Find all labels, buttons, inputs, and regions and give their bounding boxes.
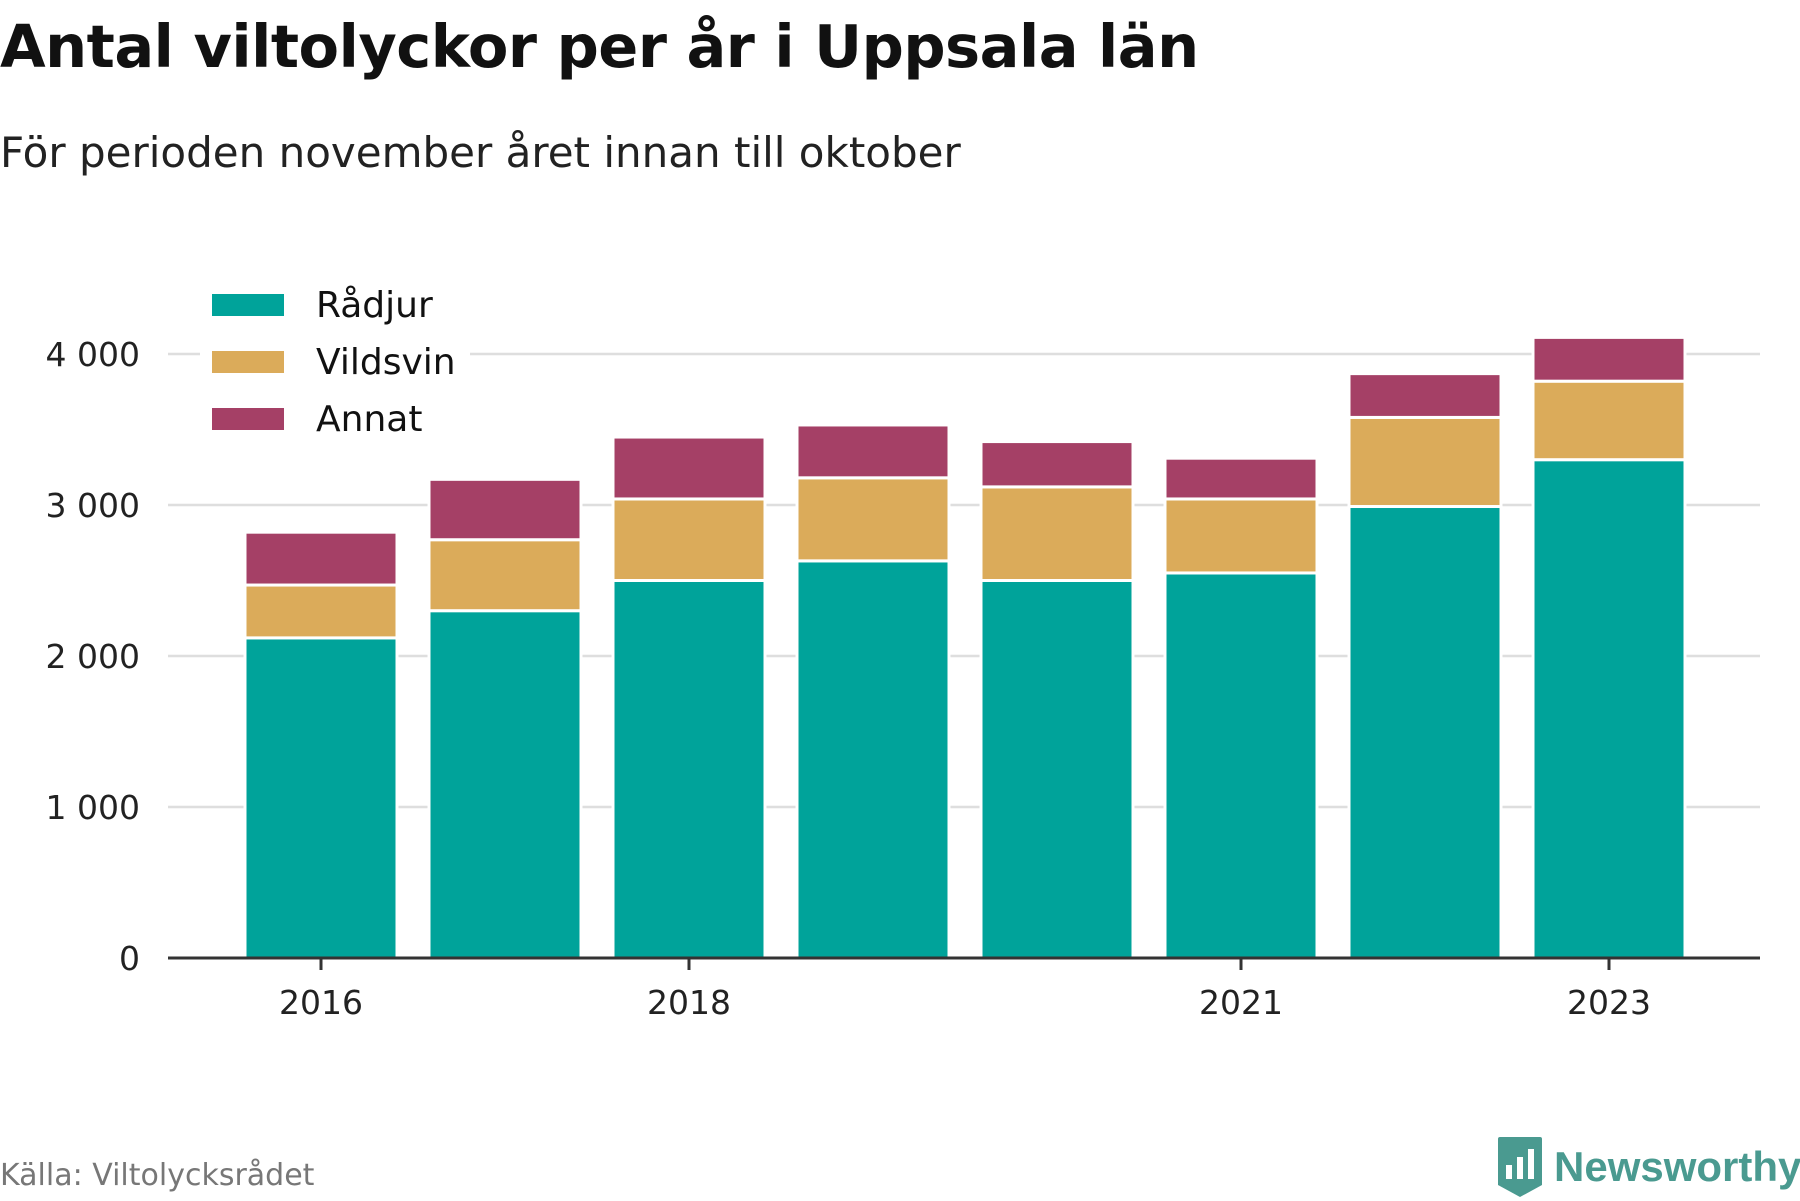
bar-segment	[1533, 381, 1685, 460]
x-tick-label: 2018	[647, 983, 731, 1022]
y-tick-label: 1 000	[46, 788, 140, 827]
bar-segment	[245, 585, 397, 638]
bar-segment	[1349, 374, 1501, 418]
bar-segment	[797, 561, 949, 958]
bar-segment	[613, 437, 765, 499]
legend-swatch	[212, 408, 284, 430]
bar-segment	[1165, 499, 1317, 573]
legend-swatch	[212, 294, 284, 316]
y-tick-label: 2 000	[46, 637, 140, 676]
brand-name: Newsworthy	[1554, 1143, 1800, 1191]
y-tick-label: 3 000	[46, 486, 140, 525]
stacked-bar-chart: 0 1 000 2 000 3 000 4 000 2016 2018 2021 2023 R…	[0, 0, 1800, 1200]
bar-segment	[1349, 417, 1501, 506]
bar-segment	[429, 611, 581, 958]
x-tick-label: 2021	[1199, 983, 1283, 1022]
bar-segment	[613, 581, 765, 959]
bar-segment	[1165, 573, 1317, 958]
y-tick-label: 4 000	[46, 335, 140, 374]
bar-segment	[1349, 507, 1501, 958]
x-tick-label: 2023	[1567, 983, 1651, 1022]
x-axis: 2016 2018 2021 2023	[168, 958, 1760, 1022]
bar-segment	[981, 442, 1133, 487]
bar-segment	[613, 499, 765, 581]
legend-label: Rådjur	[316, 285, 433, 326]
source-note: Källa: Viltolycksrådet	[0, 1158, 314, 1193]
bar-segment	[1533, 337, 1685, 381]
bar-segment	[981, 487, 1133, 581]
bar-segment	[981, 581, 1133, 959]
legend-label: Vildsvin	[316, 342, 456, 383]
bar-segment	[429, 479, 581, 539]
bar-segment	[245, 638, 397, 958]
legend-swatch	[212, 351, 284, 373]
bar-segment	[1165, 458, 1317, 499]
y-axis-ticks: 0 1 000 2 000 3 000 4 000	[46, 335, 140, 978]
bar-segment	[1533, 460, 1685, 958]
y-tick-label: 0	[119, 939, 140, 978]
brand-logo[interactable]: Newsworthy	[1496, 1133, 1800, 1201]
bar-segment	[429, 540, 581, 611]
legend-label: Annat	[316, 399, 422, 440]
bar-segment	[245, 532, 397, 585]
bar-segment	[797, 425, 949, 478]
bar-segment	[797, 478, 949, 561]
legend: Rådjur Vildsvin Annat	[200, 276, 470, 444]
x-tick-label: 2016	[279, 983, 363, 1022]
newsworthy-logo-icon	[1496, 1135, 1544, 1199]
